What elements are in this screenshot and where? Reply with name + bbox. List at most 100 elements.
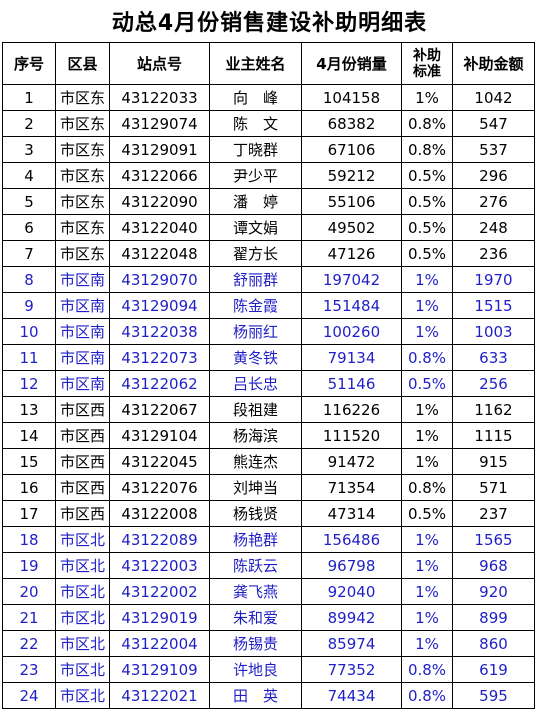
- cell-owner[interactable]: 田 英: [209, 682, 302, 709]
- cell-amount[interactable]: 1565: [452, 526, 535, 553]
- cell-owner[interactable]: 谭文娟: [209, 214, 302, 241]
- cell-seq[interactable]: 22: [2, 630, 56, 657]
- cell-district[interactable]: 市区南: [55, 344, 110, 371]
- cell-rate[interactable]: 0.8%: [401, 656, 453, 683]
- cell-sales[interactable]: 104158: [301, 84, 402, 111]
- header-owner[interactable]: 业主姓名: [209, 42, 302, 85]
- cell-owner[interactable]: 陈金霞: [209, 292, 302, 319]
- cell-station[interactable]: 43122062: [109, 370, 210, 397]
- cell-station[interactable]: 43122040: [109, 214, 210, 241]
- cell-station[interactable]: 43122089: [109, 526, 210, 553]
- cell-sales[interactable]: 74434: [301, 682, 402, 709]
- header-seq[interactable]: 序号: [2, 42, 56, 85]
- cell-rate[interactable]: 0.8%: [401, 682, 453, 709]
- cell-station[interactable]: 43122045: [109, 448, 210, 475]
- cell-seq[interactable]: 17: [2, 500, 56, 527]
- cell-seq[interactable]: 2: [2, 110, 56, 137]
- cell-sales[interactable]: 55106: [301, 188, 402, 215]
- cell-owner[interactable]: 黄冬铁: [209, 344, 302, 371]
- cell-district[interactable]: 市区西: [55, 500, 110, 527]
- cell-amount[interactable]: 296: [452, 162, 535, 189]
- cell-amount[interactable]: 915: [452, 448, 535, 475]
- cell-district[interactable]: 市区东: [55, 110, 110, 137]
- cell-amount[interactable]: 920: [452, 578, 535, 605]
- cell-sales[interactable]: 96798: [301, 552, 402, 579]
- cell-rate[interactable]: 1%: [401, 578, 453, 605]
- cell-owner[interactable]: 潘 婷: [209, 188, 302, 215]
- cell-sales[interactable]: 47126: [301, 240, 402, 267]
- cell-station[interactable]: 43129104: [109, 422, 210, 449]
- cell-sales[interactable]: 79134: [301, 344, 402, 371]
- cell-owner[interactable]: 丁晓群: [209, 136, 302, 163]
- cell-owner[interactable]: 杨钱贤: [209, 500, 302, 527]
- cell-owner[interactable]: 许地良: [209, 656, 302, 683]
- cell-station[interactable]: 43122008: [109, 500, 210, 527]
- cell-district[interactable]: 市区西: [55, 422, 110, 449]
- cell-rate[interactable]: 0.5%: [401, 240, 453, 267]
- cell-seq[interactable]: 12: [2, 370, 56, 397]
- cell-district[interactable]: 市区北: [55, 552, 110, 579]
- cell-seq[interactable]: 20: [2, 578, 56, 605]
- cell-rate[interactable]: 0.8%: [401, 110, 453, 137]
- cell-seq[interactable]: 11: [2, 344, 56, 371]
- cell-station[interactable]: 43122076: [109, 474, 210, 501]
- cell-district[interactable]: 市区北: [55, 578, 110, 605]
- cell-district[interactable]: 市区南: [55, 318, 110, 345]
- cell-owner[interactable]: 龚飞燕: [209, 578, 302, 605]
- cell-owner[interactable]: 熊连杰: [209, 448, 302, 475]
- cell-district[interactable]: 市区北: [55, 526, 110, 553]
- cell-seq[interactable]: 4: [2, 162, 56, 189]
- cell-owner[interactable]: 朱和爱: [209, 604, 302, 631]
- cell-rate[interactable]: 1%: [401, 604, 453, 631]
- cell-sales[interactable]: 91472: [301, 448, 402, 475]
- cell-amount[interactable]: 1970: [452, 266, 535, 293]
- cell-amount[interactable]: 968: [452, 552, 535, 579]
- cell-seq[interactable]: 15: [2, 448, 56, 475]
- cell-sales[interactable]: 67106: [301, 136, 402, 163]
- cell-seq[interactable]: 18: [2, 526, 56, 553]
- cell-amount[interactable]: 237: [452, 500, 535, 527]
- cell-owner[interactable]: 翟方长: [209, 240, 302, 267]
- cell-seq[interactable]: 9: [2, 292, 56, 319]
- cell-amount[interactable]: 1003: [452, 318, 535, 345]
- cell-seq[interactable]: 14: [2, 422, 56, 449]
- cell-sales[interactable]: 156486: [301, 526, 402, 553]
- cell-owner[interactable]: 杨海滨: [209, 422, 302, 449]
- cell-rate[interactable]: 0.5%: [401, 370, 453, 397]
- cell-district[interactable]: 市区西: [55, 474, 110, 501]
- cell-sales[interactable]: 92040: [301, 578, 402, 605]
- cell-rate[interactable]: 0.8%: [401, 344, 453, 371]
- cell-amount[interactable]: 537: [452, 136, 535, 163]
- header-standard[interactable]: 补助 标准: [401, 42, 453, 85]
- header-amount[interactable]: 补助金额: [452, 42, 535, 85]
- cell-station[interactable]: 43129091: [109, 136, 210, 163]
- cell-amount[interactable]: 571: [452, 474, 535, 501]
- cell-district[interactable]: 市区南: [55, 292, 110, 319]
- cell-seq[interactable]: 6: [2, 214, 56, 241]
- cell-amount[interactable]: 595: [452, 682, 535, 709]
- cell-district[interactable]: 市区南: [55, 370, 110, 397]
- cell-seq[interactable]: 16: [2, 474, 56, 501]
- cell-seq[interactable]: 13: [2, 396, 56, 423]
- cell-seq[interactable]: 21: [2, 604, 56, 631]
- cell-rate[interactable]: 0.5%: [401, 500, 453, 527]
- cell-seq[interactable]: 1: [2, 84, 56, 111]
- cell-owner[interactable]: 向 峰: [209, 84, 302, 111]
- cell-amount[interactable]: 860: [452, 630, 535, 657]
- cell-district[interactable]: 市区南: [55, 266, 110, 293]
- cell-amount[interactable]: 248: [452, 214, 535, 241]
- cell-owner[interactable]: 段祖建: [209, 396, 302, 423]
- cell-district[interactable]: 市区东: [55, 84, 110, 111]
- cell-amount[interactable]: 1515: [452, 292, 535, 319]
- cell-sales[interactable]: 85974: [301, 630, 402, 657]
- cell-amount[interactable]: 547: [452, 110, 535, 137]
- cell-seq[interactable]: 10: [2, 318, 56, 345]
- cell-amount[interactable]: 276: [452, 188, 535, 215]
- cell-rate[interactable]: 0.5%: [401, 214, 453, 241]
- cell-district[interactable]: 市区东: [55, 188, 110, 215]
- cell-sales[interactable]: 51146: [301, 370, 402, 397]
- cell-rate[interactable]: 1%: [401, 630, 453, 657]
- cell-district[interactable]: 市区北: [55, 604, 110, 631]
- cell-owner[interactable]: 杨丽红: [209, 318, 302, 345]
- cell-sales[interactable]: 77352: [301, 656, 402, 683]
